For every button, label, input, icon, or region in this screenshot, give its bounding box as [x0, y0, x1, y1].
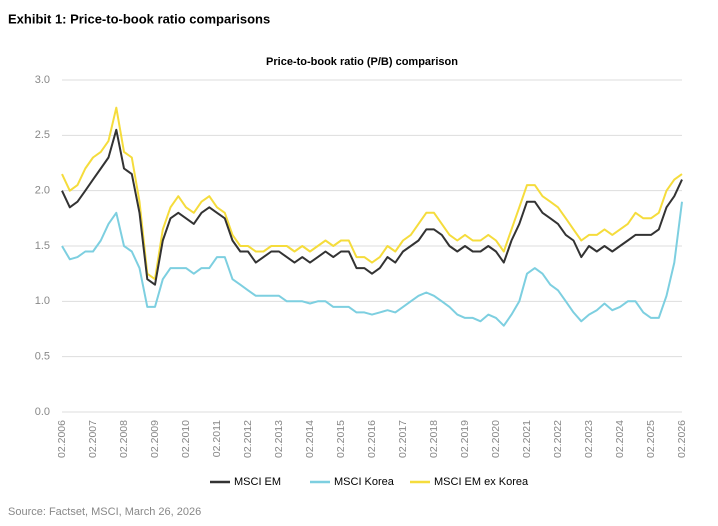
x-tick-label: 02.2022 [552, 420, 564, 458]
x-tick-label: 02.2009 [149, 420, 161, 458]
x-tick-label: 02.2007 [87, 420, 99, 458]
y-tick-label: 0.5 [35, 351, 50, 363]
y-tick-label: 1.0 [35, 295, 50, 307]
legend-label: MSCI EM [234, 476, 281, 488]
y-tick-label: 1.5 [35, 240, 50, 252]
source: Source: Factset, MSCI, March 26, 2026 [8, 506, 201, 518]
x-tick-label: 02.2023 [583, 420, 595, 458]
series-line [61, 106, 683, 281]
x-tick-label: 02.2010 [180, 420, 192, 458]
series-line [61, 201, 683, 327]
x-tick-label: 02.2017 [397, 420, 409, 458]
x-tick-label: 02.2024 [614, 420, 626, 458]
x-tick-label: 02.2011 [211, 420, 223, 457]
x-tick-label: 02.2021 [521, 420, 533, 458]
y-tick-label: 2.0 [35, 185, 50, 197]
chart-title: Price-to-book ratio (P/B) comparison [266, 56, 458, 68]
series-line [61, 128, 683, 286]
x-tick-label: 02.2025 [645, 420, 657, 458]
x-tick-label: 02.2013 [273, 420, 285, 458]
legend-label: MSCI EM ex Korea [434, 476, 529, 488]
x-tick-label: 02.2018 [428, 420, 440, 458]
y-tick-label: 3.0 [35, 74, 50, 86]
x-tick-label: 02.2014 [304, 420, 316, 458]
x-tick-label: 02.2015 [335, 420, 347, 458]
x-tick-label: 02.2016 [366, 420, 378, 458]
x-tick-label: 02.2008 [118, 420, 130, 458]
x-tick-label: 02.2020 [490, 420, 502, 458]
x-tick-label: 02.2012 [242, 420, 254, 458]
y-tick-label: 0.0 [35, 406, 50, 418]
legend-label: MSCI Korea [334, 476, 395, 488]
x-tick-label: 02.2026 [676, 420, 688, 458]
page-title: Exhibit 1: Price-to-book ratio compariso… [8, 11, 270, 26]
x-tick-label: 02.2019 [459, 420, 471, 458]
y-tick-label: 2.5 [35, 129, 50, 141]
x-tick-label: 02.2006 [56, 420, 68, 458]
